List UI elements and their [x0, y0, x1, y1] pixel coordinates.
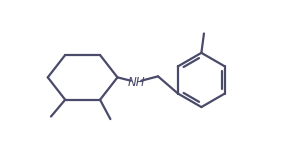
Text: NH: NH — [127, 76, 145, 88]
